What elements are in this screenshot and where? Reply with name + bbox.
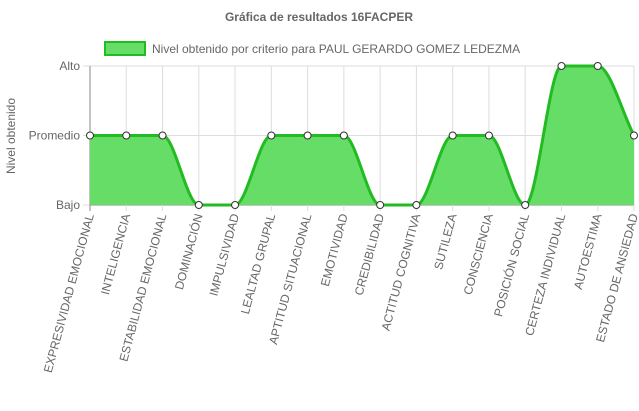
data-point[interactable] [303, 131, 312, 140]
plot-area [89, 64, 636, 207]
y-axis-label: Nivel obtenido [4, 98, 18, 174]
x-tick-label: POSICIÓN SOCIAL [490, 212, 532, 319]
x-tick-label: CERTEZA INDIVIDUAL [522, 212, 568, 337]
data-point[interactable] [158, 131, 167, 140]
data-point[interactable] [376, 201, 385, 209]
data-point[interactable] [448, 131, 457, 140]
x-axis: EXPRESIVIDAD EMOCIONAL INTELIGENCIAESTABI… [41, 212, 639, 375]
x-tick-label: DOMINACIÓN [171, 212, 206, 291]
data-point[interactable] [412, 201, 421, 209]
data-point[interactable] [86, 131, 94, 140]
data-point[interactable] [630, 131, 638, 140]
data-point[interactable] [194, 201, 203, 209]
x-tick-label: EMOTIVIDAD [318, 212, 351, 288]
legend-label: Nivel obtenido por criterio para PAUL GE… [152, 42, 520, 56]
x-tick-label: LEALTAD GRUPAL [238, 212, 278, 316]
data-point[interactable] [557, 62, 566, 70]
data-point[interactable] [267, 131, 276, 140]
data-point[interactable] [593, 62, 602, 70]
legend-swatch [104, 41, 146, 56]
series-area-fill [90, 66, 634, 205]
data-point[interactable] [484, 131, 493, 140]
y-tick-label: Promedio [29, 129, 81, 143]
data-point[interactable] [521, 201, 530, 209]
x-tick-label: INTELIGENCIA [98, 212, 133, 296]
x-tick-label: AUTOESTIMA [571, 212, 605, 291]
data-point[interactable] [231, 201, 240, 209]
data-point[interactable] [122, 131, 131, 140]
x-tick-label: IMPULSIVIDAD [207, 212, 243, 298]
legend[interactable]: Nivel obtenido por criterio para PAUL GE… [104, 41, 520, 56]
x-tick-label: SUTILEZA [431, 212, 459, 271]
chart-title: Gráfica de resultados 16FACPER [225, 10, 413, 24]
x-tick-label: CREDIBILIDAD [352, 212, 387, 297]
x-tick-label: ACTITUD COGNITIVA [379, 212, 424, 332]
y-tick-label: Bajo [56, 198, 80, 212]
data-point[interactable] [339, 131, 348, 140]
y-axis: Bajo Promedio Alto [29, 59, 81, 212]
x-tick-label: EXPRESIVIDAD EMOCIONAL [41, 212, 97, 374]
y-tick-label: Alto [59, 59, 80, 73]
data-points [86, 62, 638, 209]
series-line [89, 64, 636, 207]
x-tick-label: CONSCIENCIA [461, 212, 496, 296]
